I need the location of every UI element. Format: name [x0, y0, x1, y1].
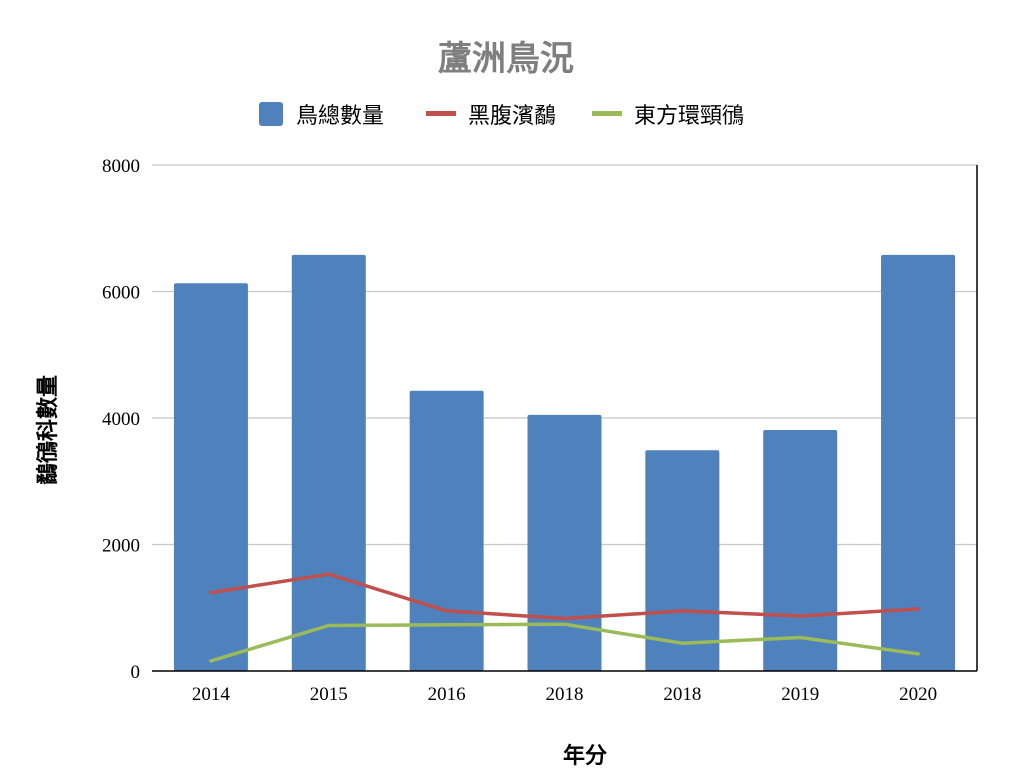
y-tick-label: 4000	[102, 409, 140, 430]
legend-swatch-dunlin	[426, 111, 456, 116]
bar	[173, 283, 248, 671]
y-tick-label: 2000	[102, 536, 140, 557]
y-tick-label: 0	[131, 662, 141, 683]
y-axis-label: 鷸鴴科數量	[35, 375, 61, 485]
bar	[763, 430, 838, 671]
x-tick-label: 2018	[546, 684, 584, 705]
x-tick-label: 2019	[781, 684, 819, 705]
legend-label-dunlin: 黑腹濱鷸	[468, 104, 556, 129]
bar	[881, 254, 956, 671]
chart-title: 蘆洲鳥況	[438, 39, 574, 79]
x-tick-labels: 2014 2015 2016 2018 2018 2019 2020	[192, 684, 937, 705]
y-tick-label: 6000	[102, 283, 140, 304]
legend: 鳥總數量 黑腹濱鷸 東方環頸鴴	[259, 102, 744, 129]
line-series	[209, 572, 920, 663]
bar	[645, 450, 720, 671]
x-tick-label: 2014	[192, 684, 231, 705]
legend-label-total: 鳥總數量	[296, 104, 384, 129]
series-line	[209, 622, 920, 663]
legend-swatch-total	[259, 102, 283, 126]
bar	[527, 414, 602, 671]
x-tick-label: 2016	[428, 684, 466, 705]
x-tick-label: 2018	[663, 684, 701, 705]
bar	[291, 254, 366, 671]
bar	[409, 390, 484, 671]
axes	[152, 165, 978, 672]
series-line	[209, 572, 920, 621]
bar-series	[173, 254, 956, 671]
x-tick-label: 2015	[310, 684, 348, 705]
x-axis-label: 年分	[563, 743, 607, 769]
x-tick-label: 2020	[899, 684, 937, 705]
y-tick-labels: 0 2000 4000 6000 8000	[102, 156, 140, 683]
legend-label-kentish-plover: 東方環頸鴴	[634, 104, 744, 129]
y-tick-label: 8000	[102, 156, 140, 177]
legend-swatch-kentish-plover	[592, 111, 622, 116]
